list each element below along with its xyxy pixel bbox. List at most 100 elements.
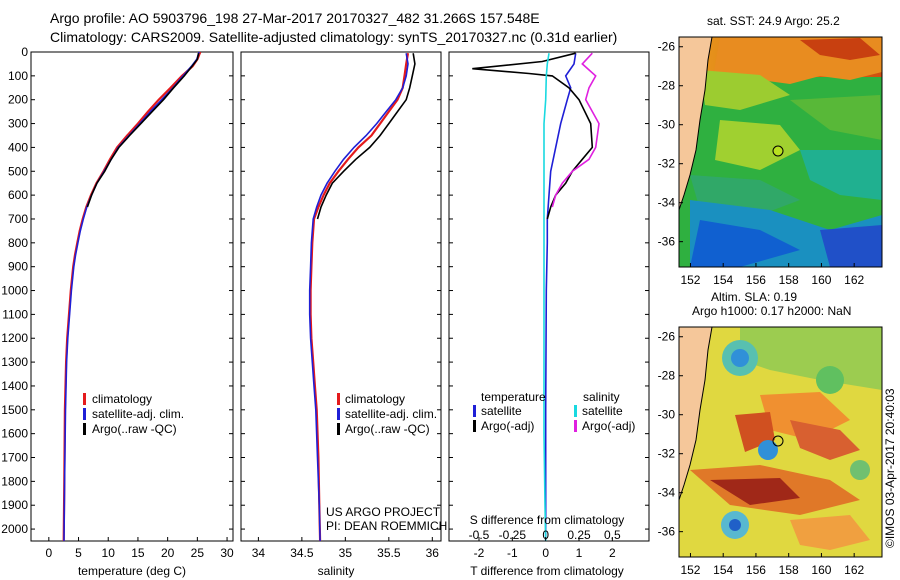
salinity-xlabel: salinity (318, 564, 355, 578)
lat-tick-label: -32 (658, 157, 676, 171)
lon-tick-label: 154 (713, 563, 733, 577)
depth-tick-label: 1900 (1, 498, 28, 512)
legend-swatch-climatology (337, 393, 340, 405)
depth-tick-label: 2000 (1, 522, 28, 536)
x-tick-label: 1 (576, 546, 583, 560)
x-tick-label: 34 (252, 546, 266, 560)
x-tick-label: 36 (426, 546, 440, 560)
salinity-lines (308, 53, 416, 541)
legend-swatch-satellite (83, 408, 86, 420)
lat-tick-label: -34 (658, 486, 676, 500)
x-tick-label: 0 (542, 528, 549, 542)
legend-label: satellite (582, 404, 623, 418)
series-line (543, 53, 550, 541)
legend-swatch-satellite (337, 408, 340, 420)
x-tick-label: 10 (102, 546, 116, 560)
x-tick-label: 0 (45, 546, 52, 560)
x-tick-label: 15 (131, 546, 145, 560)
difference-lines (472, 52, 600, 541)
legend-label: satellite-adj. clim. (92, 407, 184, 421)
lat-tick-label: -36 (658, 235, 676, 249)
x-axis-ticks: 0 5 10 15 20 25 30 34 34.5 35 35.5 36 -2 -1 0 1 2 -0.5 -0.… (45, 528, 621, 560)
legend-label: satellite (481, 404, 522, 418)
depth-tick-label: 1800 (1, 474, 28, 488)
lon-tick-label: 156 (746, 563, 766, 577)
lon-tick-label: 152 (680, 273, 700, 287)
series-line (316, 53, 416, 220)
depth-tick-label: 700 (8, 212, 28, 226)
depth-tick-label: 1700 (1, 451, 28, 465)
x-tick-label: 0.25 (567, 528, 591, 542)
x-tick-label: -1 (507, 546, 518, 560)
pi-credit: PI: DEAN ROEMMICH (326, 519, 447, 533)
project-credit: US ARGO PROJECT (326, 505, 441, 519)
depth-tick-label: 1500 (1, 403, 28, 417)
lat-tick-label: -30 (658, 408, 676, 422)
lat-tick-label: -34 (658, 196, 676, 210)
depth-tick-label: 1200 (1, 331, 28, 345)
depth-tick-label: 100 (8, 69, 28, 83)
header-line-2: Climatology: CARS2009. Satellite-adjuste… (50, 29, 617, 45)
depth-tick-label: 500 (8, 164, 28, 178)
sla-map-ticks: 152 154 156 158 160 162 -26 -28 -30 -32 -34 -36 (658, 330, 865, 577)
sst-map-ticks: 152 154 156 158 160 162 -26 -28 -30 -32 -34 -36 (658, 40, 865, 287)
sst-argo-marker (772, 145, 784, 157)
legend-label: Argo(-adj) (582, 419, 635, 433)
lon-tick-label: 156 (746, 273, 766, 287)
x-tick-label: 0.5 (604, 528, 621, 542)
legend-label: climatology (92, 392, 152, 406)
difference-legend: temperature salinity satellite Argo(-adj… (473, 390, 635, 433)
lat-tick-label: -36 (658, 525, 676, 539)
legend-swatch-argo (83, 423, 86, 435)
depth-tick-label: 600 (8, 188, 28, 202)
temperature-xlabel: temperature (deg C) (78, 564, 186, 578)
sla-argo-marker (772, 435, 784, 447)
x-tick-label: 20 (161, 546, 175, 560)
sst-map-title: sat. SST: 24.9 Argo: 25.2 (707, 14, 840, 28)
depth-tick-label: 0 (21, 45, 28, 59)
x-tick-label: 5 (75, 546, 82, 560)
depth-tick-label: 400 (8, 140, 28, 154)
series-line (86, 53, 200, 208)
lat-tick-label: -26 (658, 330, 676, 344)
sla-map (679, 327, 882, 557)
difference-xlabel: T difference from climatology (470, 564, 624, 578)
temperature-lines (62, 52, 202, 541)
lat-tick-label: -28 (658, 369, 676, 383)
depth-tick-label: 1300 (1, 355, 28, 369)
series-line (551, 52, 600, 208)
lon-tick-label: 158 (779, 563, 799, 577)
imos-credit: ©IMOS 03-Apr-2017 20:40:03 (883, 388, 897, 548)
header-line-1: Argo profile: AO 5903796_198 27-Mar-2017… (50, 10, 540, 26)
lon-tick-label: 160 (811, 273, 831, 287)
series-line (309, 53, 410, 541)
lon-tick-label: 158 (779, 273, 799, 287)
lon-tick-label: 162 (844, 273, 864, 287)
difference-panel (448, 51, 650, 542)
x-tick-label: 35 (339, 546, 353, 560)
temperature-panel (30, 51, 234, 542)
legend-swatch-sal-satellite (574, 405, 577, 417)
sla-map-title-2: Argo h1000: 0.17 h2000: NaN (692, 304, 851, 318)
series-line (544, 53, 577, 541)
sla-map-title-1: Altim. SLA: 0.19 (711, 290, 797, 304)
lon-tick-label: 162 (844, 563, 864, 577)
legend-label: climatology (345, 392, 405, 406)
legend-swatch-climatology (83, 393, 86, 405)
depth-tick-label: 1600 (1, 427, 28, 441)
x-tick-label: 0 (542, 546, 549, 560)
depth-tick-label: 1400 (1, 379, 28, 393)
legend-label: Argo(..raw -QC) (92, 422, 177, 436)
lat-tick-label: -30 (658, 118, 676, 132)
depth-tick-label: 200 (8, 93, 28, 107)
depth-tick-label: 900 (8, 260, 28, 274)
depth-tick-label: 800 (8, 236, 28, 250)
legend-swatch-temp-argo (473, 420, 476, 432)
series-line (308, 53, 409, 541)
x-tick-label: 25 (191, 546, 205, 560)
x-tick-label: 2 (609, 546, 616, 560)
legend-swatch-temp-satellite (473, 405, 476, 417)
x-tick-label: 30 (220, 546, 234, 560)
legend-label: satellite-adj. clim. (345, 407, 437, 421)
